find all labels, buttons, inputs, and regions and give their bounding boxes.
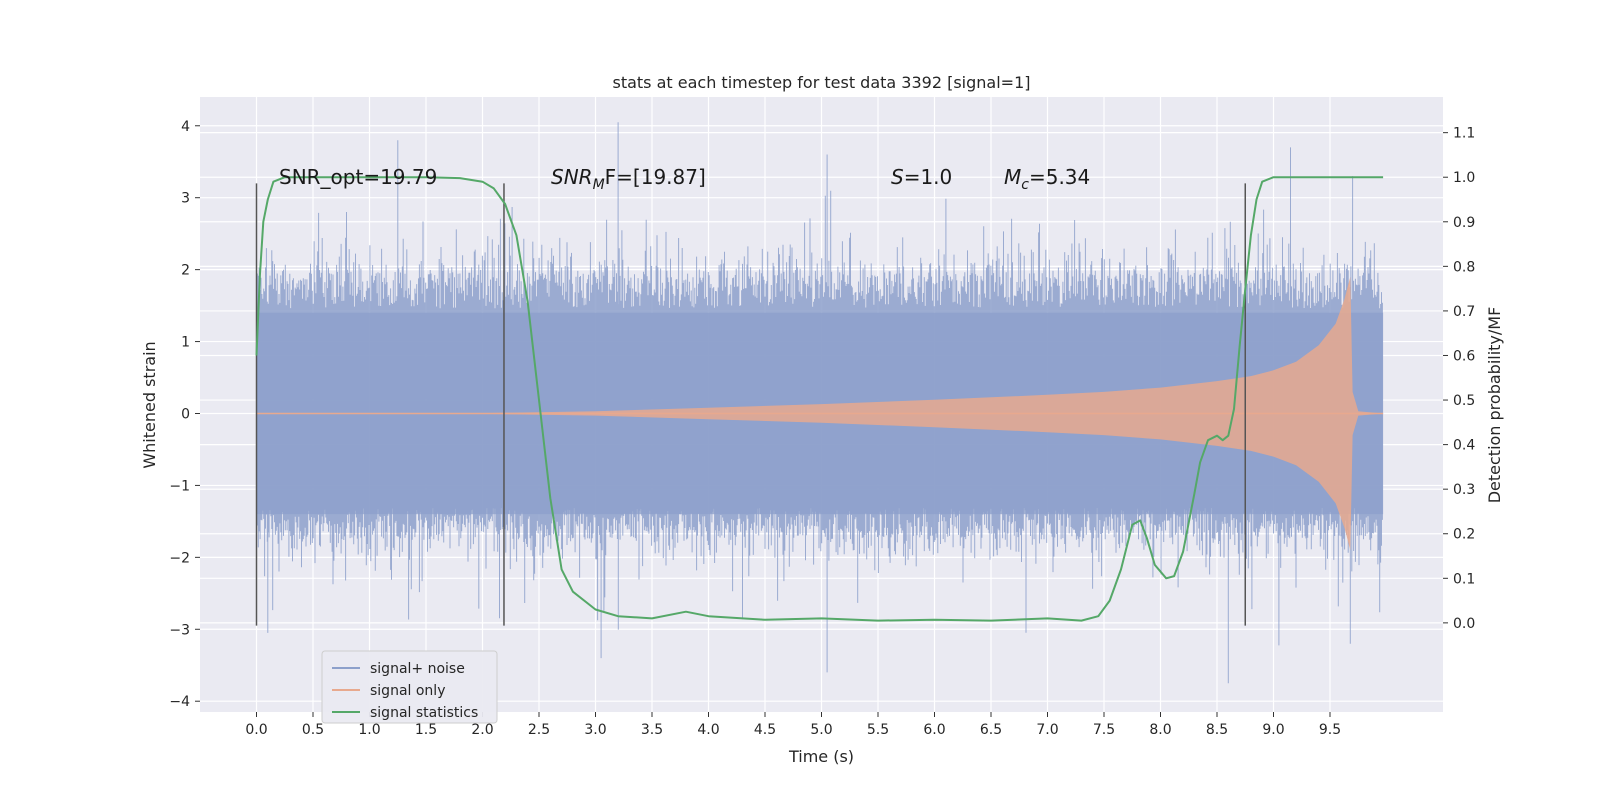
y-tick-label-left: −2 <box>169 550 190 566</box>
annotation-mc-main: M <box>1004 165 1021 189</box>
x-tick-label: 7.5 <box>1093 722 1115 738</box>
x-tick-label: 0.5 <box>302 722 324 738</box>
x-tick-label: 8.5 <box>1206 722 1228 738</box>
series-signal-statistics <box>255 176 1384 622</box>
x-tick-label: 6.5 <box>980 722 1002 738</box>
legend-entry-label: signal+ noise <box>370 661 465 677</box>
stats-line <box>255 176 1384 622</box>
x-tick-label: 3.0 <box>584 722 606 738</box>
series-signal-only <box>256 276 1384 551</box>
y-tick-label-right: 0.9 <box>1453 215 1475 231</box>
chart-title: stats at each timestep for test data 339… <box>612 73 1030 92</box>
annotation-snr-opt: SNR_opt=19.79 <box>279 165 437 189</box>
y-axis-label-right: Detection probability/MF <box>1485 307 1504 504</box>
y-tick-label-left: −1 <box>169 478 190 494</box>
legend: signal+ noise signal only signal statistic… <box>321 650 498 724</box>
tick-labels: 0.0 0.5 1.0 1.5 2.0 2.5 3.0 3.5 4.0 4.5 5.0 5.5 6.0 6… <box>169 119 1475 738</box>
y-tick-label-right: 0.7 <box>1453 304 1475 320</box>
y-tick-label-left: 1 <box>181 335 190 351</box>
x-tick-label: 2.0 <box>471 722 493 738</box>
y-tick-label-left: 4 <box>181 119 190 135</box>
x-tick-label: 8.0 <box>1149 722 1171 738</box>
y-tick-label-right: 0.3 <box>1453 482 1475 498</box>
y-tick-label-right: 0.8 <box>1453 259 1475 275</box>
y-tick-label-right: 1.0 <box>1453 170 1475 186</box>
annotation-snr-mf-rest: F=[19.87] <box>605 165 706 189</box>
annotation-snr-mf: SNRMF=[19.87] <box>551 165 706 193</box>
annotation-snr-mf-main: SNR <box>551 165 593 189</box>
annotation-mc-rest: =5.34 <box>1029 165 1090 189</box>
x-tick-label: 9.0 <box>1262 722 1284 738</box>
legend-box <box>321 650 498 724</box>
x-tick-label: 7.0 <box>1036 722 1058 738</box>
legend-entry-label: signal only <box>370 683 445 699</box>
vertical-markers <box>255 183 1246 626</box>
y-tick-label-right: 0.2 <box>1453 527 1475 543</box>
x-tick-label: 3.5 <box>641 722 663 738</box>
x-tick-label: 5.5 <box>867 722 889 738</box>
y-tick-label-left: 2 <box>181 263 190 279</box>
y-tick-label-right: 0.1 <box>1453 571 1475 587</box>
y-axis-label-left: Whitened strain <box>140 341 159 468</box>
y-tick-label-left: −3 <box>169 622 190 638</box>
x-tick-label: 1.5 <box>415 722 437 738</box>
y-tick-label-right: 0.4 <box>1453 438 1475 454</box>
x-axis-label: Time (s) <box>788 747 854 766</box>
x-tick-label: 9.5 <box>1319 722 1341 738</box>
x-tick-label: 0.0 <box>245 722 267 738</box>
x-tick-label: 2.5 <box>528 722 550 738</box>
annotation-s-main: S <box>891 165 904 189</box>
annotation-mc: Mc=5.34 <box>1004 165 1090 193</box>
y-tick-label-right: 1.1 <box>1453 126 1475 142</box>
annotation-snr-mf-sub: M <box>593 177 605 193</box>
x-tick-label: 4.0 <box>697 722 719 738</box>
legend-entry-label: signal statistics <box>370 705 478 721</box>
y-tick-label-left: 3 <box>181 191 190 207</box>
x-tick-label: 5.0 <box>810 722 832 738</box>
y-tick-label-left: −4 <box>169 694 190 710</box>
x-tick-label: 6.0 <box>923 722 945 738</box>
y-tick-label-right: 0.5 <box>1453 393 1475 409</box>
y-tick-label-right: 0.0 <box>1453 616 1475 632</box>
annotation-mc-sub: c <box>1021 177 1029 193</box>
x-tick-label: 4.5 <box>754 722 776 738</box>
x-tick-label: 1.0 <box>358 722 380 738</box>
y-tick-label-left: 0 <box>181 406 190 422</box>
annotation-s-rest: =1.0 <box>904 165 953 189</box>
y-tick-label-right: 0.6 <box>1453 348 1475 364</box>
annotation-s: S=1.0 <box>891 165 952 189</box>
